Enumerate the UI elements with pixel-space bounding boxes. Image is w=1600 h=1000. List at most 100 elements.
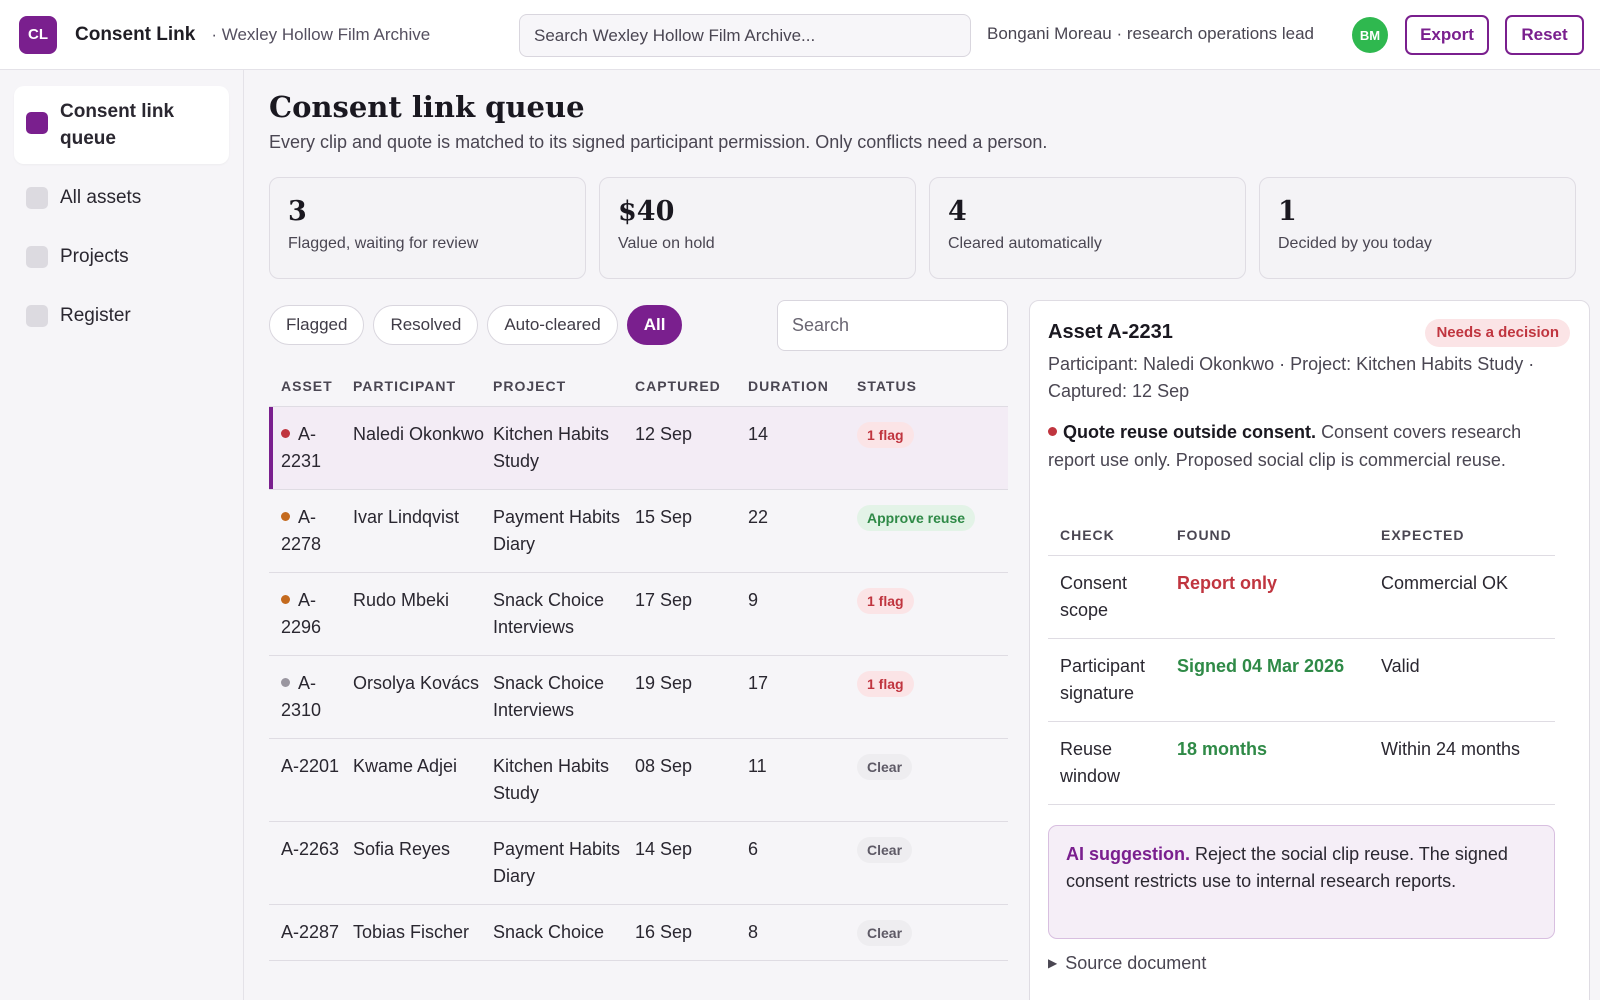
asset-id: A-2287 [281,922,340,942]
global-search-input[interactable] [519,14,971,57]
column-header-found: FOUND [1177,526,1232,543]
export-button[interactable]: Export [1405,15,1489,55]
column-header-duration[interactable]: DURATION [748,377,829,394]
app-logo: CL [19,15,57,54]
table-row[interactable]: A-2278 Ivar Lindqvist Payment Habits Diary… [269,490,1008,573]
asset-id: A-2231 [281,424,322,471]
cell-duration: 9 [748,590,759,610]
status-dot-icon [281,512,290,521]
check-name: Consent scope [1060,573,1128,620]
sidebar-item-label: Projects [60,246,129,267]
cell-duration: 17 [748,673,769,693]
table-row[interactable]: A-2231 Naledi Okonkwo Kitchen Habits Study… [269,407,1008,490]
stat-value: 4 [948,196,967,227]
sidebar-item-all-assets[interactable]: All assets [14,172,229,223]
cell-duration: 11 [748,756,767,776]
column-header-status[interactable]: STATUS [857,377,917,394]
issue-summary: Quote reuse outside consent. Consent cov… [1048,418,1563,474]
cell-duration: 14 [748,424,769,444]
square-icon [26,246,48,268]
column-header-participant[interactable]: PARTICIPANT [353,377,457,394]
filter-chips: Flagged Resolved Auto-cleared All [269,305,683,345]
cell-status: 1 flag [857,421,1007,475]
cell-asset: A-2310 [269,670,353,724]
avatar[interactable]: BM [1352,17,1388,53]
user-name: Bongani Moreau · research operations lea… [987,24,1314,43]
asset-detail-panel: Asset A-2231 Needs a decision Participan… [1029,300,1590,1000]
filter-all[interactable]: All [626,305,683,345]
stats-row: 3 Flagged, waiting for review $40 Value … [269,177,1576,279]
source-document-toggle[interactable]: ▶ Source document [1048,953,1206,974]
cell-captured: 16 Sep [635,922,693,942]
table-row[interactable]: A-2287 Tobias Fischer Snack Choice 16 Sep 8 C… [269,905,1008,961]
status-dot-icon [281,429,290,438]
cell-captured: 12 Sep [635,424,693,444]
stat-value: $40 [618,196,675,227]
stat-card-auto-cleared: 4 Cleared automatically [929,177,1246,279]
cell-asset: A-2201 [269,753,353,807]
cell-project: Kitchen Habits Study [493,424,610,471]
table-row[interactable]: A-2263 Sofia Reyes Payment Habits Diary 14 … [269,822,1008,905]
main-content: Consent link queue Every clip and quote … [245,70,1600,1000]
reset-button[interactable]: Reset [1505,15,1584,55]
detail-meta: Participant: Naledi Okonkwo · Project: K… [1048,354,1535,401]
check-row: Reuse window 18 months Within 24 months [1048,722,1555,805]
cell-asset: A-2263 [269,836,353,890]
column-header-captured[interactable]: CAPTURED [635,377,721,394]
filter-resolved[interactable]: Resolved [373,305,479,345]
check-expected: Within 24 months [1381,739,1521,759]
stat-card-value-on-hold: $40 Value on hold [599,177,916,279]
check-row: Consent scope Report only Commercial OK [1048,556,1555,639]
sidebar-item-label: All assets [60,187,142,208]
cell-status: Clear [857,836,1007,890]
cell-captured: 17 Sep [635,590,693,610]
check-expected: Valid [1381,656,1420,676]
cell-status: 1 flag [857,587,1007,641]
column-header-asset[interactable]: ASSET [281,377,333,394]
cell-duration: 8 [748,922,759,942]
stat-card-flagged: 3 Flagged, waiting for review [269,177,586,279]
stat-label: Decided by you today [1278,235,1432,252]
page-subtitle: Every clip and quote is matched to its s… [269,132,1048,152]
check-found: 18 months [1177,739,1268,759]
sidebar-item-consent-link-queue[interactable]: Consent link queue [14,86,229,164]
column-header-project[interactable]: PROJECT [493,377,567,394]
cell-status: Approve reuse [857,504,1007,558]
sidebar-item-label: Consent link queue [60,101,175,149]
table-search-input[interactable] [777,300,1008,351]
sidebar-item-register[interactable]: Register [14,290,229,341]
table-row[interactable]: A-2201 Kwame Adjei Kitchen Habits Study 08 … [269,739,1008,822]
status-dot-icon [281,595,290,604]
stat-label: Value on hold [618,235,715,252]
status-badge: Clear [857,920,913,946]
check-table-header: CHECK FOUND EXPECTED [1048,514,1555,556]
cell-captured: 15 Sep [635,507,693,527]
cell-participant: Ivar Lindqvist [353,507,460,527]
detail-title: Asset A-2231 [1048,321,1173,343]
ai-suggestion-label: AI suggestion. [1066,844,1191,864]
cell-participant: Sofia Reyes [353,839,451,859]
status-badge: Approve reuse [857,505,976,531]
app-name: Consent Link [75,23,196,45]
check-found: Signed 04 Mar 2026 [1177,656,1345,676]
page-title: Consent link queue [269,90,585,124]
stat-card-decided-today: 1 Decided by you today [1259,177,1576,279]
triangle-right-icon: ▶ [1048,956,1058,970]
filter-auto-cleared[interactable]: Auto-cleared [487,305,618,345]
cell-asset: A-2231 [269,421,353,475]
cell-asset: A-2296 [269,587,353,641]
table-row[interactable]: A-2310 Orsolya Kovács Snack Choice Intervi… [269,656,1008,739]
square-icon [26,305,48,327]
check-expected: Commercial OK [1381,573,1509,593]
cell-project: Snack Choice Interviews [493,590,605,637]
filter-flagged[interactable]: Flagged [269,305,365,345]
square-icon [26,187,48,209]
column-header-expected: EXPECTED [1381,526,1465,543]
asset-id: A-2201 [281,756,340,776]
sidebar-item-projects[interactable]: Projects [14,231,229,282]
sidebar-item-label: Register [60,305,131,326]
cell-duration: 6 [748,839,759,859]
table-row[interactable]: A-2296 Rudo Mbeki Snack Choice Interviews 1… [269,573,1008,656]
check-name: Participant signature [1060,656,1146,703]
cell-participant: Rudo Mbeki [353,590,450,610]
